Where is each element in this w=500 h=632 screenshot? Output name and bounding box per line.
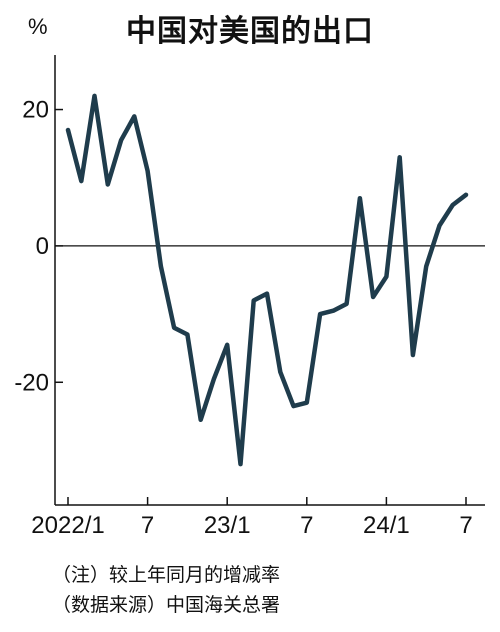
- y-axis-unit: %: [28, 14, 48, 39]
- chart-series: [65, 93, 469, 467]
- chart-title: 中国对美国的出口: [126, 14, 374, 49]
- y-tick-label: 0: [36, 233, 49, 260]
- y-tick-label: 20: [22, 97, 49, 124]
- chart-note: （注）较上年同月的增减率: [52, 564, 281, 586]
- chart-axes: [54, 55, 485, 506]
- chart-source: （数据来源）中国海关总署: [52, 594, 281, 616]
- x-tick-label: 2022/1: [31, 512, 104, 539]
- x-tick-label: 7: [141, 512, 154, 539]
- chart-tick-labels: 20 0 -20 2022/1 7 23/1 7 24/1 7: [14, 97, 472, 539]
- y-tick-label: -20: [14, 369, 49, 396]
- series-line: [65, 93, 469, 467]
- x-tick-label: 24/1: [363, 512, 410, 539]
- x-tick-label: 7: [300, 512, 313, 539]
- x-tick-label: 7: [459, 512, 472, 539]
- x-tick-label: 23/1: [204, 512, 251, 539]
